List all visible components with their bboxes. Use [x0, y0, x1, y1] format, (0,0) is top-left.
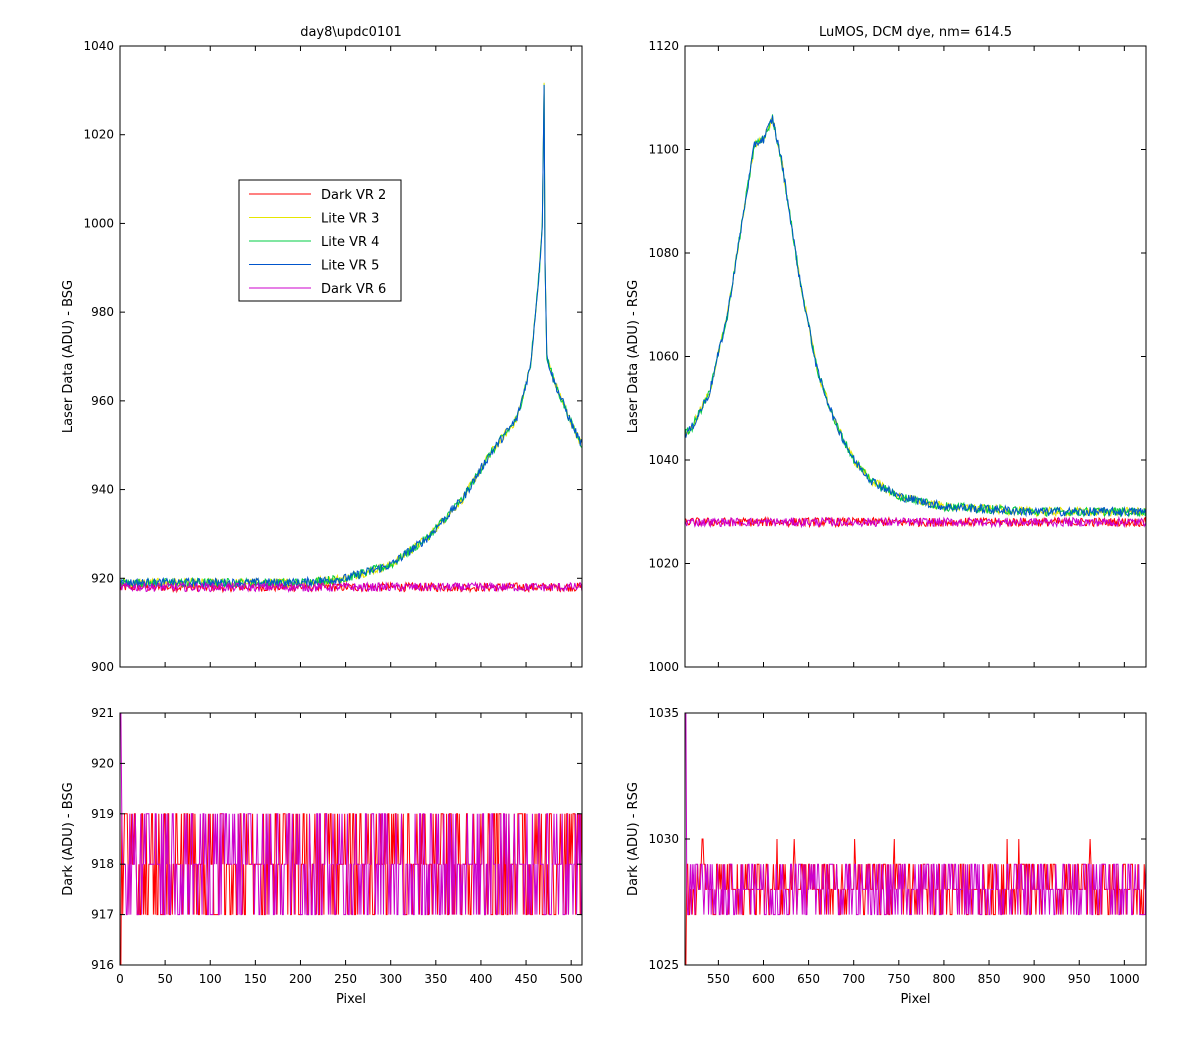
- series-group: [120, 82, 582, 594]
- x-axis-label: Pixel: [900, 992, 930, 1007]
- x-tick-label: 900: [1023, 972, 1046, 986]
- y-tick-label: 918: [91, 857, 114, 871]
- legend-label: Dark VR 2: [321, 188, 386, 203]
- chart-title: day8\updc0101: [300, 25, 402, 40]
- x-tick-label: 850: [978, 972, 1001, 986]
- x-tick-label: 0: [116, 972, 124, 986]
- x-tick-label: 700: [842, 972, 865, 986]
- y-tick-label: 1020: [648, 557, 679, 571]
- x-tick-label: 650: [797, 972, 820, 986]
- x-tick-label: 550: [707, 972, 730, 986]
- y-tick-label: 921: [91, 706, 114, 720]
- x-tick-label: 750: [887, 972, 910, 986]
- y-tick-label: 960: [91, 394, 114, 408]
- x-axis-label: Pixel: [336, 992, 366, 1007]
- y-tick-label: 1000: [648, 660, 679, 674]
- plot-area: [685, 713, 1146, 965]
- y-tick-label: 980: [91, 305, 114, 319]
- y-axis-label: Laser Data (ADU) - RSG: [626, 280, 641, 434]
- x-tick-label: 950: [1068, 972, 1091, 986]
- y-tick-label: 1100: [648, 143, 679, 157]
- y-tick-label: 1120: [648, 39, 679, 53]
- y-tick-label: 1025: [648, 958, 679, 972]
- x-tick-label: 200: [289, 972, 312, 986]
- y-axis-label: Dark (ADU) - BSG: [61, 782, 76, 896]
- legend-label: Lite VR 5: [321, 259, 379, 274]
- series-line-lite-vr-4: [685, 114, 1146, 518]
- x-tick-label: 300: [379, 972, 402, 986]
- x-tick-label: 450: [515, 972, 538, 986]
- series-line-lite-vr-5: [685, 115, 1146, 518]
- legend-label: Lite VR 4: [321, 235, 379, 250]
- series-line-dark-vr-6: [120, 581, 582, 593]
- legend: Dark VR 2 Lite VR 3 Lite VR 4 Lite VR 5 Dark…: [238, 179, 402, 302]
- chart-br: 550 600 650 700 750 800 850 900 950 1000 1025 1030 1…: [626, 706, 1147, 1007]
- x-tick-label: 600: [752, 972, 775, 986]
- y-tick-label: 1000: [83, 216, 114, 230]
- y-tick-label: 920: [91, 571, 114, 585]
- legend-label: Dark VR 6: [321, 282, 386, 297]
- y-axis-label: Dark (ADU) - RSG: [626, 782, 641, 896]
- plot-area: [685, 46, 1146, 667]
- chart-tl: 900 920 940 960 980 1000 1020 1040 day8\updc0101…: [61, 25, 583, 674]
- y-tick-label: 1020: [83, 128, 114, 142]
- chart-bl: 0 50 100 150 200 250 300 350 400 450 500 916 917 918 9…: [61, 706, 583, 1007]
- y-tick-label: 1080: [648, 246, 679, 260]
- y-tick-label: 940: [91, 483, 114, 497]
- x-tick-label: 500: [560, 972, 583, 986]
- y-tick-label: 1040: [648, 453, 679, 467]
- y-tick-label: 1040: [83, 39, 114, 53]
- x-tick-label: 400: [469, 972, 492, 986]
- series-group: [685, 713, 1146, 965]
- y-axis-label: Laser Data (ADU) - BSG: [61, 280, 76, 433]
- series-line-dark-vr-6: [685, 713, 1146, 916]
- y-tick-label: 916: [91, 958, 114, 972]
- y-tick-label: 1035: [648, 706, 679, 720]
- series-group: [685, 114, 1146, 529]
- x-tick-label: 50: [157, 972, 172, 986]
- x-tick-label: 250: [334, 972, 357, 986]
- series-group: [120, 713, 582, 965]
- plot-area: [120, 46, 582, 667]
- x-tick-label: 350: [424, 972, 447, 986]
- series-line-dark-vr-6: [120, 713, 582, 916]
- y-tick-label: 1060: [648, 350, 679, 364]
- legend-label: Lite VR 3: [321, 212, 379, 227]
- plot-frame: [119, 712, 583, 966]
- chart-tr: 1000 1020 1040 1060 1080 1100 1120 LuMOS, DCM d…: [626, 25, 1147, 674]
- chart-title: LuMOS, DCM dye, nm= 614.5: [819, 25, 1012, 40]
- y-tick-label: 919: [91, 807, 114, 821]
- x-tick-label: 150: [244, 972, 267, 986]
- plot-frame: [119, 45, 583, 668]
- y-tick-label: 920: [91, 756, 114, 770]
- x-tick-label: 800: [932, 972, 955, 986]
- y-tick-label: 1030: [648, 832, 679, 846]
- series-line-dark-vr-6: [685, 515, 1146, 529]
- x-tick-label: 100: [199, 972, 222, 986]
- y-tick-label: 900: [91, 660, 114, 674]
- y-tick-label: 917: [91, 908, 114, 922]
- x-tick-label: 1000: [1109, 972, 1140, 986]
